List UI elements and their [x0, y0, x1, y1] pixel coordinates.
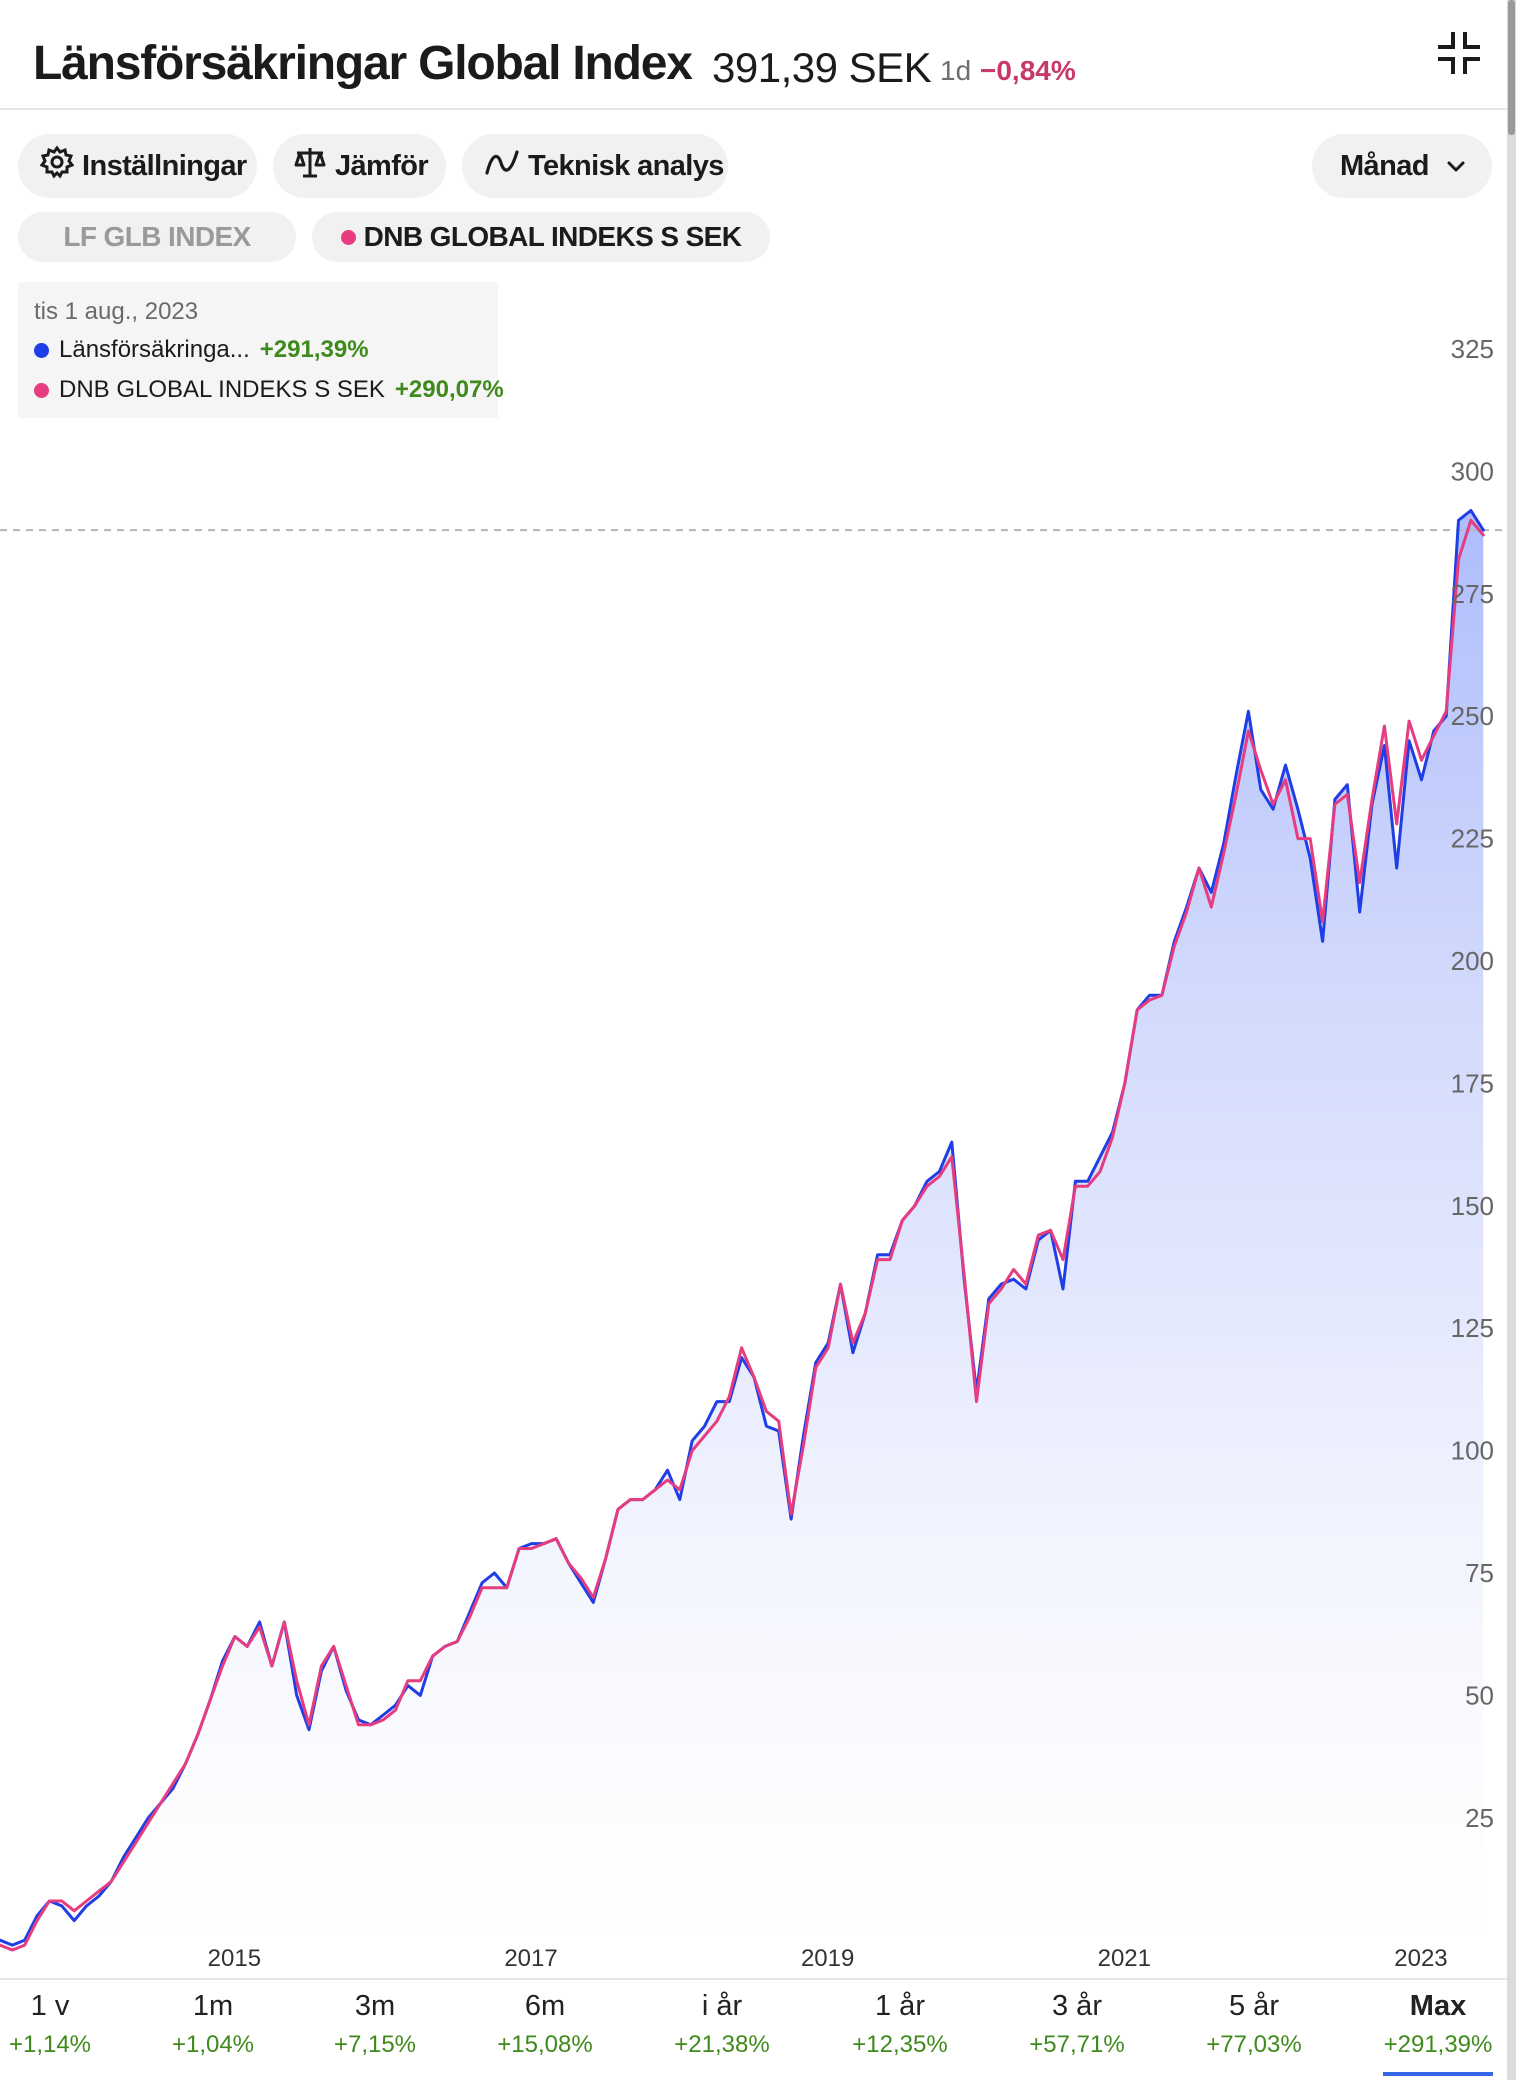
timeframe-label: i år [701, 1990, 743, 2022]
timeframe-max[interactable]: Max +291,39% [1383, 1990, 1493, 2076]
timeframe-label: 3m [354, 1990, 396, 2022]
y-tick-label: 175 [1451, 1068, 1494, 1098]
compare-tag-lf-glb-index[interactable]: LF GLB INDEX [18, 212, 296, 262]
x-tick-label: 2019 [801, 1945, 854, 1970]
tooltip-date: tis 1 aug., 2023 [34, 298, 199, 325]
scrollbar[interactable] [1507, 0, 1516, 2080]
timeframe-divider [0, 1978, 1507, 1980]
timeframe-5y[interactable]: 5 år +77,03% [1194, 1990, 1314, 2076]
scrollbar-thumb[interactable] [1508, 0, 1515, 135]
x-tick-label: 2017 [504, 1945, 557, 1970]
y-tick-label: 200 [1451, 946, 1494, 976]
price-chart[interactable]: 25 50 75 100 125 150 175 200 225 250 275 300 325 201… [0, 300, 1507, 1970]
y-tick-label: 300 [1451, 456, 1494, 486]
timeframe-return: +15,08% [497, 2031, 593, 2058]
timeframe-return: +57,71% [1029, 2031, 1125, 2058]
timeframe-label: 6m [524, 1990, 566, 2022]
timeframe-return: +1,04% [171, 2031, 255, 2058]
tooltip-series2-value: +290,07% [394, 376, 504, 403]
y-tick-label: 50 [1465, 1680, 1494, 1710]
price-value: 391,39 SEK [712, 44, 932, 91]
x-tick-label: 2021 [1098, 1945, 1151, 1970]
gear-icon [39, 145, 82, 187]
change-value: −0,84% [980, 55, 1076, 86]
chevron-down-icon [1445, 150, 1475, 183]
y-tick-label: 75 [1465, 1558, 1494, 1588]
chart-tooltip: tis 1 aug., 2023 Länsförsäkringa... +291… [18, 282, 504, 418]
x-tick-label: 2023 [1394, 1945, 1447, 1970]
timeframe-return: +7,15% [333, 2031, 417, 2058]
settings-label: Inställningar [82, 149, 247, 182]
timeframe-1y[interactable]: 1 år +12,35% [840, 1990, 960, 2076]
trend-line-icon [484, 145, 528, 187]
timeframe-label: 1 år [875, 1990, 925, 2022]
timeframe-return: +21,38% [674, 2031, 770, 2058]
collapse-icon[interactable] [1436, 30, 1482, 76]
timeframe-return: +291,39% [1383, 2031, 1493, 2058]
y-tick-label: 25 [1465, 1803, 1494, 1833]
compare-label: Jämför [335, 149, 429, 182]
timeframe-label: 1 v [30, 1990, 70, 2022]
interval-label: Månad [1340, 149, 1429, 182]
timeframe-1w[interactable]: 1 v +1,14% [0, 1990, 100, 2076]
series2-dot [34, 382, 49, 398]
page-title: Länsförsäkringar Global Index [33, 37, 693, 90]
compare-tag-label: DNB GLOBAL INDEKS S SEK [363, 221, 742, 252]
y-tick-label: 150 [1451, 1191, 1494, 1221]
timeframe-label: Max [1409, 1990, 1467, 2022]
timeframe-ytd[interactable]: i år +21,38% [662, 1990, 782, 2076]
tooltip-series1-name: Länsförsäkringa... [59, 336, 250, 363]
tooltip-series1-value: +291,39% [259, 336, 369, 363]
compare-tag-dnb-global[interactable]: DNB GLOBAL INDEKS S SEK [312, 212, 770, 262]
technical-analysis-label: Teknisk analys [528, 149, 724, 182]
y-tick-label: 225 [1451, 824, 1494, 854]
tooltip-series2-name: DNB GLOBAL INDEKS S SEK [59, 376, 385, 403]
y-tick-label: 325 [1451, 334, 1494, 364]
timeframe-1m[interactable]: 1m +1,04% [163, 1990, 263, 2076]
y-tick-label: 275 [1451, 579, 1494, 609]
timeframe-return: +12,35% [852, 2031, 948, 2058]
series-line-dnb [0, 518, 1485, 1952]
series-color-dot [340, 229, 356, 245]
change-period-label: 1d [940, 55, 972, 86]
y-tick-label: 125 [1451, 1313, 1494, 1343]
timeframe-6m[interactable]: 6m +15,08% [485, 1990, 605, 2076]
tooltip-row-series2: DNB GLOBAL INDEKS S SEK +290,07% [34, 376, 504, 404]
timeframe-label: 5 år [1229, 1990, 1279, 2022]
y-tick-label: 250 [1451, 701, 1494, 731]
timeframe-return: +1,14% [8, 2031, 92, 2058]
timeframe-label: 1m [192, 1990, 234, 2022]
series-area-fill [0, 510, 1484, 1950]
tooltip-row-series1: Länsförsäkringa... +291,39% [34, 336, 369, 364]
series1-dot [34, 342, 49, 358]
compare-tag-label: LF GLB INDEX [63, 221, 251, 252]
x-tick-label: 2015 [208, 1945, 261, 1970]
scale-icon [293, 145, 335, 187]
settings-button[interactable]: Inställningar [18, 134, 257, 198]
timeframe-return: +77,03% [1206, 2031, 1302, 2058]
compare-button[interactable]: Jämför [273, 134, 446, 198]
timeframe-3m[interactable]: 3m +7,15% [325, 1990, 425, 2076]
header-bar: Länsförsäkringar Global Index 391,39 SEK… [0, 0, 1516, 110]
y-tick-label: 100 [1451, 1436, 1494, 1466]
active-timeframe-underline [1383, 2072, 1493, 2076]
timeframe-label: 3 år [1052, 1990, 1102, 2022]
interval-dropdown[interactable]: Månad [1312, 134, 1492, 198]
timeframe-3y[interactable]: 3 år +57,71% [1017, 1990, 1137, 2076]
technical-analysis-button[interactable]: Teknisk analys [462, 134, 728, 198]
